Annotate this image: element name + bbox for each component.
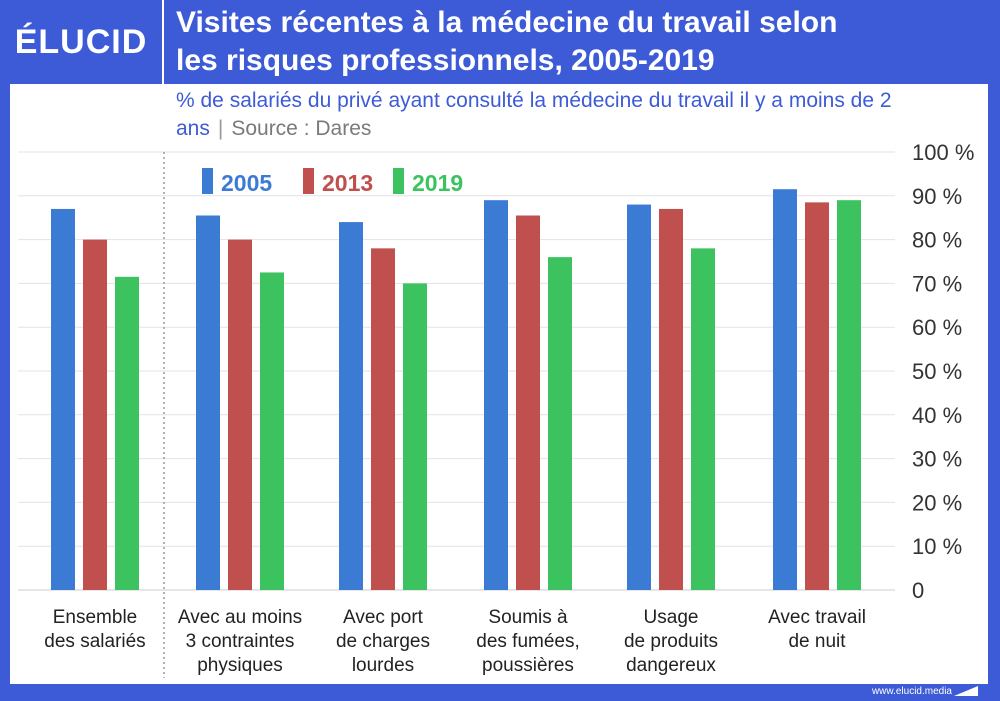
bar-2013 [805, 202, 829, 590]
bar-2013 [371, 248, 395, 591]
bar-2005 [51, 208, 75, 590]
x-category-label: Ensemble [53, 607, 138, 628]
bar-2019 [691, 248, 715, 591]
legend-swatch-2013 [303, 168, 314, 194]
bar-2013 [83, 239, 107, 590]
bar-2005 [339, 222, 363, 590]
y-tick-label: 100 % [912, 140, 974, 165]
bar-2019 [837, 200, 861, 590]
y-tick-label: 30 % [912, 447, 962, 472]
y-tick-label: 60 % [912, 315, 962, 340]
x-category-label: des salariés [44, 631, 145, 652]
source-text: Source : Dares [231, 117, 372, 140]
bar-2019 [548, 257, 572, 590]
bar-2005 [484, 200, 508, 590]
chart-subtitle: % de salariés du privé ayant consulté la… [176, 87, 986, 143]
chart-title-line-2: les risques professionnels, 2005-2019 [176, 44, 715, 77]
x-category-label: lourdes [352, 655, 414, 676]
y-tick-label: 70 % [912, 271, 962, 296]
x-category-label: dangereux [626, 655, 716, 676]
footer-url: www.elucid.media [871, 686, 952, 697]
legend-swatch-2005 [202, 168, 213, 194]
x-category-label: de nuit [788, 631, 846, 652]
x-category-label: des fumées, [476, 631, 580, 652]
x-category-label: Avec au moins [178, 607, 302, 628]
legend-label-2013: 2013 [322, 170, 373, 196]
bar-2005 [196, 215, 220, 590]
x-category-label: Usage [644, 607, 699, 628]
bar-2019 [403, 283, 427, 590]
legend-label-2005: 2005 [221, 170, 272, 196]
y-tick-label: 10 % [912, 534, 962, 559]
x-category-label: 3 contraintes [186, 631, 295, 652]
x-category-label: de charges [336, 631, 430, 652]
y-tick-label: 50 % [912, 359, 962, 384]
elucid-mark-icon [954, 686, 978, 696]
chart-title-line-1: Visites récentes à la médecine du travai… [176, 6, 838, 39]
y-tick-label: 80 % [912, 228, 962, 253]
y-tick-label: 40 % [912, 403, 962, 428]
x-category-label: physiques [197, 655, 283, 676]
bar-2013 [228, 239, 252, 590]
x-category-label: Avec travail [768, 607, 866, 628]
bar-2019 [115, 276, 139, 590]
bar-2013 [659, 208, 683, 590]
bar-2005 [627, 204, 651, 590]
y-tick-label: 0 [912, 578, 924, 603]
legend-label-2019: 2019 [412, 170, 463, 196]
logo-box: ÉLUCID [0, 0, 164, 84]
bar-2013 [516, 215, 540, 590]
y-tick-label: 90 % [912, 184, 962, 209]
x-category-label: de produits [624, 631, 718, 652]
subtitle-text: % de salariés du privé ayant consulté la… [176, 89, 892, 140]
elucid-logo: ÉLUCID [14, 22, 148, 61]
x-category-label: Soumis à [488, 607, 568, 628]
subtitle-separator: | [217, 117, 224, 140]
y-tick-label: 20 % [912, 490, 962, 515]
bar-2005 [773, 189, 797, 591]
chart-title: Visites récentes à la médecine du travai… [176, 4, 976, 80]
x-category-label: Avec port [343, 607, 424, 628]
x-category-label: poussières [482, 655, 574, 676]
bar-2019 [260, 272, 284, 590]
legend-swatch-2019 [393, 168, 404, 194]
